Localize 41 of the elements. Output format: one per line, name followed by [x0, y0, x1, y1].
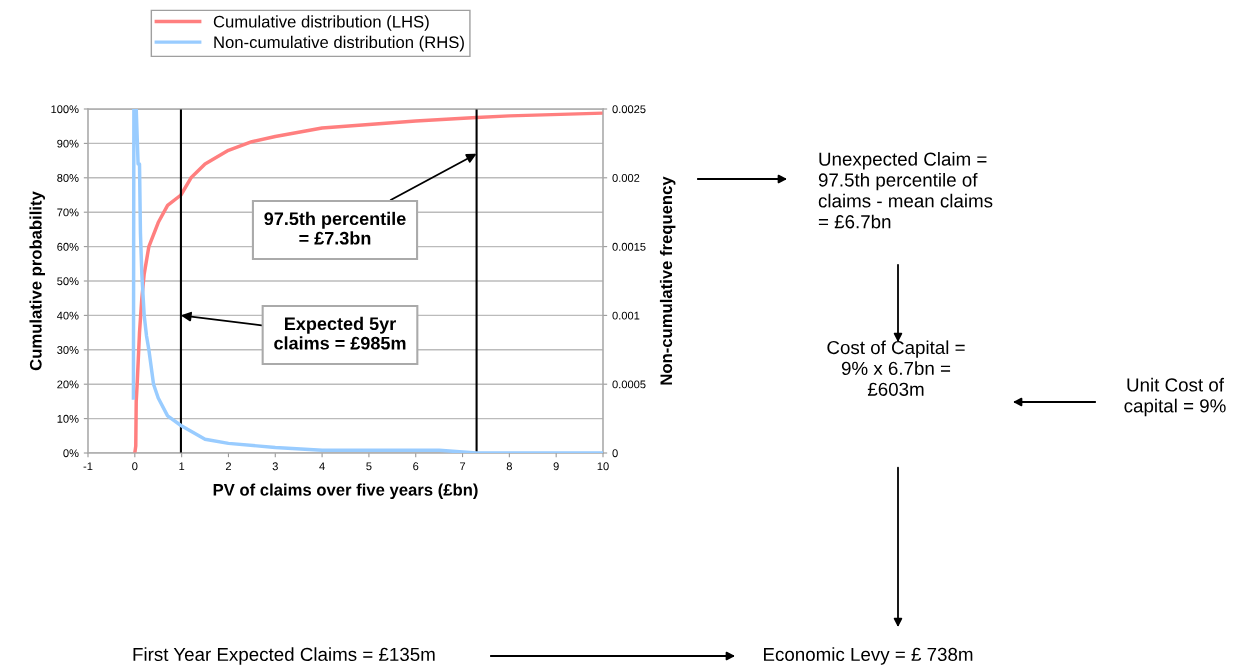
x-tick-label: 9 — [553, 462, 559, 471]
x-tick-label: 7 — [460, 462, 466, 471]
x-tick-label: 2 — [225, 462, 231, 471]
y-tick-label: 80% — [57, 174, 79, 182]
x-tick-label: 6 — [413, 462, 419, 471]
x-tick-label: 3 — [272, 462, 278, 471]
y2-tick-label: 0.0025 — [612, 105, 646, 114]
text: Economic Levy = £ 738m — [764, 647, 973, 665]
annotation: Expected 5yr claims = £985m — [274, 316, 406, 350]
x-tick-label: 1 — [179, 462, 185, 471]
y2-tick-label: 0.002 — [612, 174, 640, 182]
x-tick-label: 4 — [319, 462, 325, 471]
x-tick-label: 8 — [506, 462, 512, 471]
text: Cost of Capital = 9% x 6.7bn = £603m — [827, 340, 965, 396]
y2-axis-title: Non-cumulative frequency — [659, 176, 676, 385]
y-tick-label: 90% — [57, 139, 79, 148]
x-tick-label: 10 — [597, 462, 609, 471]
y2-tick-label: 0 — [612, 449, 618, 458]
x-tick-label: -1 — [83, 462, 93, 471]
annotation: 97.5th percentile = £7.3bn — [264, 211, 406, 245]
y-tick-label: 10% — [57, 414, 79, 423]
x-tick-label: 5 — [366, 462, 372, 471]
text: First Year Expected Claims = £135m — [133, 647, 435, 665]
y-tick-label: 20% — [57, 380, 79, 389]
text: Unexpected Claim = 97.5th percentile of claims - mean claims = £6.7bn — [818, 152, 993, 229]
y2-tick-label: 0.0005 — [612, 380, 646, 389]
legend-label: Non-cumulative distribution (RHS) — [214, 35, 464, 52]
y-tick-label: 70% — [57, 208, 79, 217]
x-axis-title: PV of claims over five years (£bn) — [213, 483, 478, 500]
y-tick-label: 100% — [51, 105, 79, 114]
y-tick-label: 30% — [57, 346, 79, 354]
y-tick-label: 60% — [57, 242, 79, 251]
text: Unit Cost of capital = 9% — [1124, 377, 1226, 417]
y-axis-title: Cumulative probability — [29, 191, 45, 371]
y-tick-label: 50% — [57, 277, 79, 286]
legend-label: Cumulative distribution (LHS) — [213, 15, 429, 31]
y2-tick-label: 0.001 — [612, 311, 640, 320]
y2-tick-label: 0.0015 — [612, 242, 646, 251]
x-tick-label: 0 — [132, 462, 138, 471]
y-tick-label: 0% — [63, 449, 79, 458]
y-tick-label: 40% — [56, 311, 79, 320]
